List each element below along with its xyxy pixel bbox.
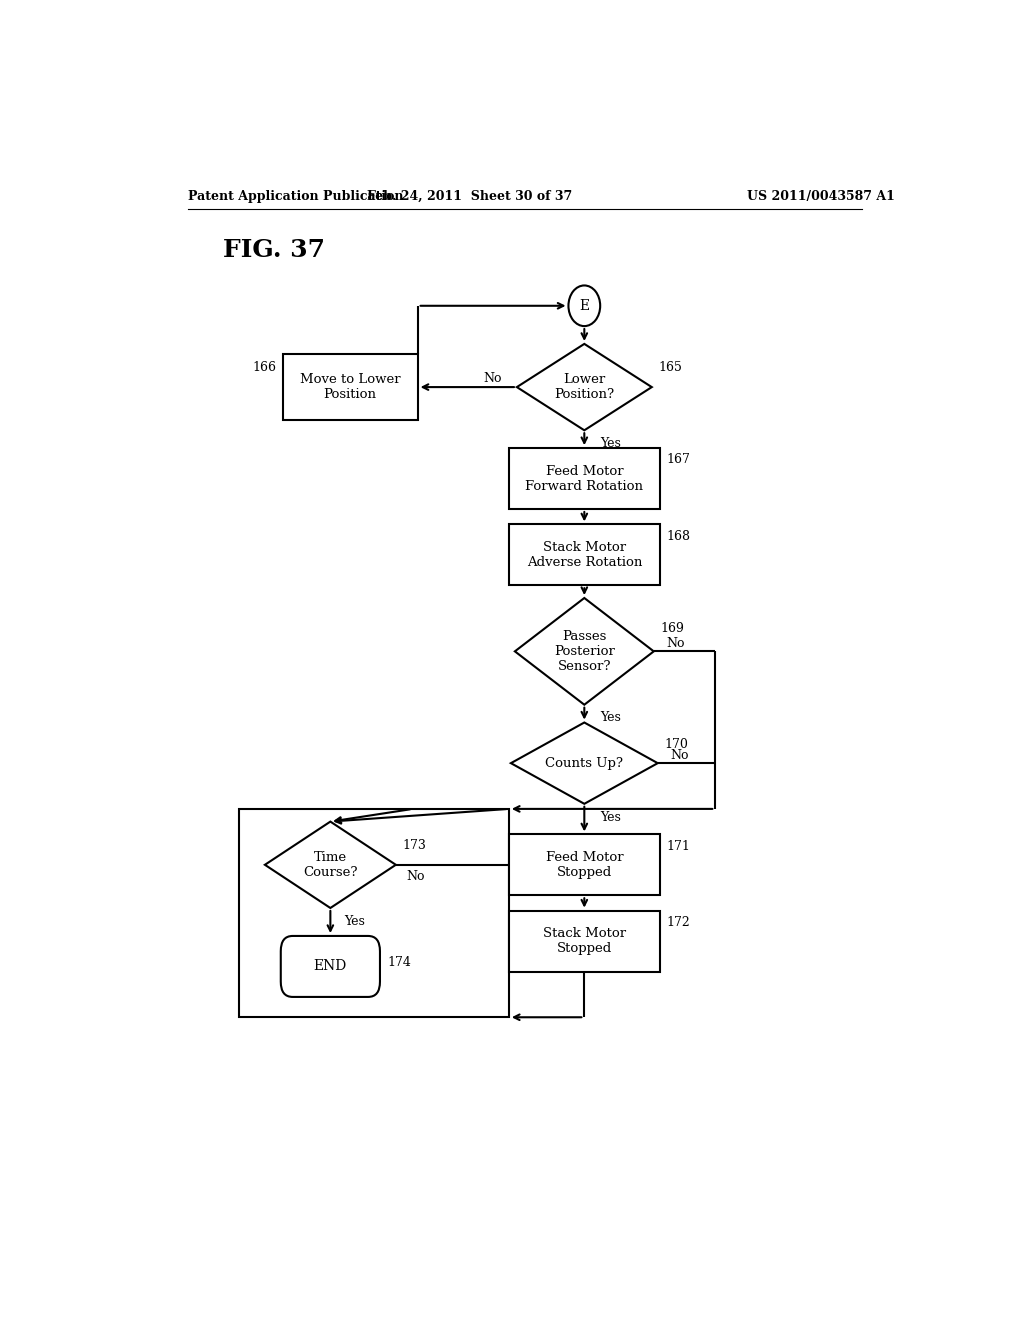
Text: 171: 171 — [666, 840, 690, 853]
Polygon shape — [511, 722, 657, 804]
Text: 169: 169 — [660, 622, 684, 635]
Text: Stack Motor
Adverse Rotation: Stack Motor Adverse Rotation — [526, 541, 642, 569]
Text: Stack Motor
Stopped: Stack Motor Stopped — [543, 927, 626, 956]
Text: Feed Motor
Stopped: Feed Motor Stopped — [546, 851, 624, 879]
Circle shape — [568, 285, 600, 326]
Text: Yes: Yes — [600, 437, 622, 450]
FancyBboxPatch shape — [509, 447, 659, 510]
Text: No: No — [407, 870, 425, 883]
Text: 173: 173 — [402, 838, 426, 851]
Text: 168: 168 — [666, 529, 690, 543]
Text: Yes: Yes — [600, 810, 622, 824]
Text: FIG. 37: FIG. 37 — [223, 238, 326, 261]
FancyBboxPatch shape — [283, 354, 418, 420]
Text: 165: 165 — [658, 362, 682, 374]
Text: 174: 174 — [388, 957, 412, 969]
Text: No: No — [667, 636, 685, 649]
Text: Counts Up?: Counts Up? — [546, 756, 624, 770]
Text: Passes
Posterior
Sensor?: Passes Posterior Sensor? — [554, 630, 614, 673]
Text: US 2011/0043587 A1: US 2011/0043587 A1 — [748, 190, 895, 202]
FancyBboxPatch shape — [509, 834, 659, 895]
Text: Yes: Yes — [345, 915, 366, 928]
Text: 167: 167 — [666, 453, 690, 466]
FancyBboxPatch shape — [509, 524, 659, 585]
Text: Feed Motor
Forward Rotation: Feed Motor Forward Rotation — [525, 465, 643, 492]
Polygon shape — [265, 821, 396, 908]
Text: END: END — [313, 960, 347, 973]
Text: E: E — [580, 298, 590, 313]
FancyBboxPatch shape — [281, 936, 380, 997]
Text: Lower
Position?: Lower Position? — [554, 374, 614, 401]
FancyBboxPatch shape — [509, 911, 659, 972]
Text: 170: 170 — [665, 738, 688, 751]
Text: No: No — [483, 372, 503, 385]
Text: No: No — [671, 748, 689, 762]
Polygon shape — [515, 598, 653, 705]
Polygon shape — [517, 345, 651, 430]
Text: Move to Lower
Position: Move to Lower Position — [300, 374, 400, 401]
Text: 172: 172 — [666, 916, 690, 929]
Text: Yes: Yes — [600, 711, 622, 725]
Text: Patent Application Publication: Patent Application Publication — [187, 190, 403, 202]
Text: 166: 166 — [252, 360, 276, 374]
Text: Feb. 24, 2011  Sheet 30 of 37: Feb. 24, 2011 Sheet 30 of 37 — [367, 190, 571, 202]
Text: Time
Course?: Time Course? — [303, 851, 357, 879]
Bar — [240, 809, 509, 1018]
